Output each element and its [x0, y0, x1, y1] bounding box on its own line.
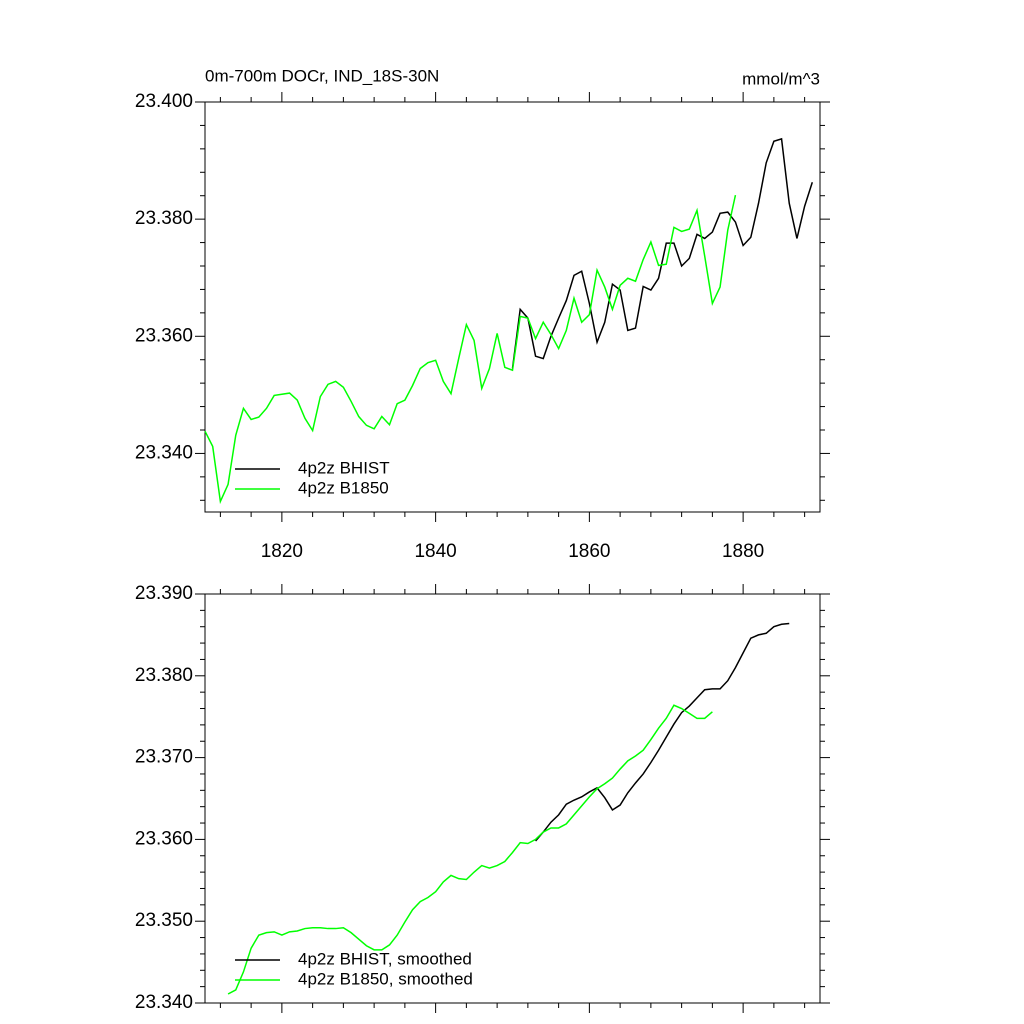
y-tick-label: 23.360 — [135, 828, 193, 849]
x-tick-label: 1820 — [261, 541, 303, 562]
y-tick-label: 23.380 — [135, 665, 193, 686]
data-line — [204, 194, 737, 505]
legend-label: 4p2z B1850, smoothed — [298, 969, 473, 988]
units-label: mmol/m^3 — [742, 69, 820, 88]
y-tick-label: 23.370 — [135, 747, 193, 768]
legend-label: 4p2z B1850 — [298, 478, 389, 497]
y-tick-label: 23.340 — [135, 992, 193, 1013]
x-tick-label: 1860 — [568, 541, 610, 562]
y-tick-label: 23.340 — [135, 442, 193, 463]
legend-label: 4p2z BHIST — [298, 458, 390, 477]
x-tick-label: 1880 — [722, 541, 764, 562]
data-line — [534, 622, 790, 842]
chart-title: 0m-700m DOCr, IND_18S-30N — [205, 66, 439, 85]
x-tick-label: 1840 — [414, 541, 456, 562]
data-line — [511, 137, 814, 369]
y-tick-label: 23.350 — [135, 910, 193, 931]
y-tick-label: 23.400 — [135, 91, 193, 112]
y-tick-label: 23.390 — [135, 583, 193, 604]
legend-label: 4p2z BHIST, smoothed — [298, 949, 472, 968]
plot-frame — [204, 101, 821, 513]
y-tick-label: 23.360 — [135, 325, 193, 346]
plot-frame — [204, 593, 821, 1004]
data-line — [227, 704, 713, 995]
y-tick-label: 23.380 — [135, 208, 193, 229]
